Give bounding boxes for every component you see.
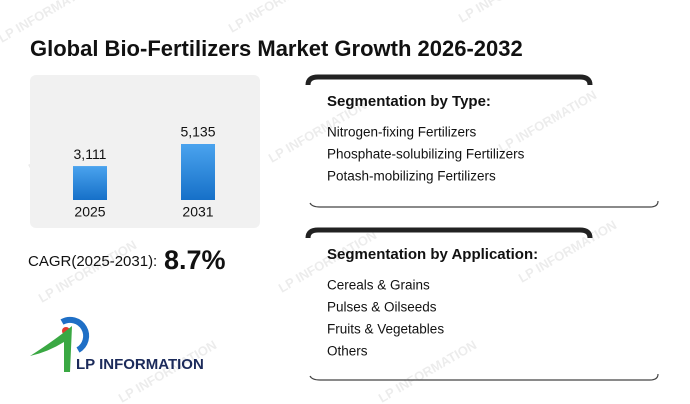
logo-arc [60,316,90,353]
title: Global Bio-Fertilizers Market Growth 202… [30,36,523,61]
segment-item: Others [327,344,368,359]
box-bottom [309,200,659,208]
cagr-label: CAGR(2025-2031): [28,253,157,270]
value-label: 3,111 [74,146,107,162]
watermark: LP INFORMATION [226,0,329,36]
segment-item: Nitrogen-fixing Fertilizers [327,125,477,140]
segment-title: Segmentation by Type: [327,93,491,110]
box-top [305,74,593,86]
watermark: LP INFORMATION [376,337,479,404]
watermark: LP INFORMATION [496,87,599,155]
segment-item: Pulses & Oilseeds [327,300,437,315]
segment-title: Segmentation by Application: [327,246,538,263]
segment-item: Potash-mobilizing Fertilizers [327,169,496,184]
category-label: 2031 [182,204,213,220]
chart-panel [30,75,260,228]
value-label: 5,135 [180,124,215,140]
category-label: 2025 [74,204,105,220]
watermark: LP INFORMATION [36,237,139,305]
segment-item: Cereals & Grains [327,278,430,293]
cagr-value: 8.7% [164,245,226,275]
bar [73,166,107,200]
logo-text: LP INFORMATION [76,356,204,373]
segment-item: Phosphate-solubilizing Fertilizers [327,147,525,162]
segments: Segmentation by Type: Nitrogen-fixing Fer… [305,74,659,381]
logo-swoosh [30,326,72,372]
watermark: LP INFORMATION [456,0,559,26]
bar-chart: 3,111 2025 5,135 2031 [73,124,216,220]
box-top [305,227,593,239]
logo: LP INFORMATION [30,316,204,373]
bar [181,144,215,200]
box-bottom [309,373,659,381]
segment-item: Fruits & Vegetables [327,322,444,337]
